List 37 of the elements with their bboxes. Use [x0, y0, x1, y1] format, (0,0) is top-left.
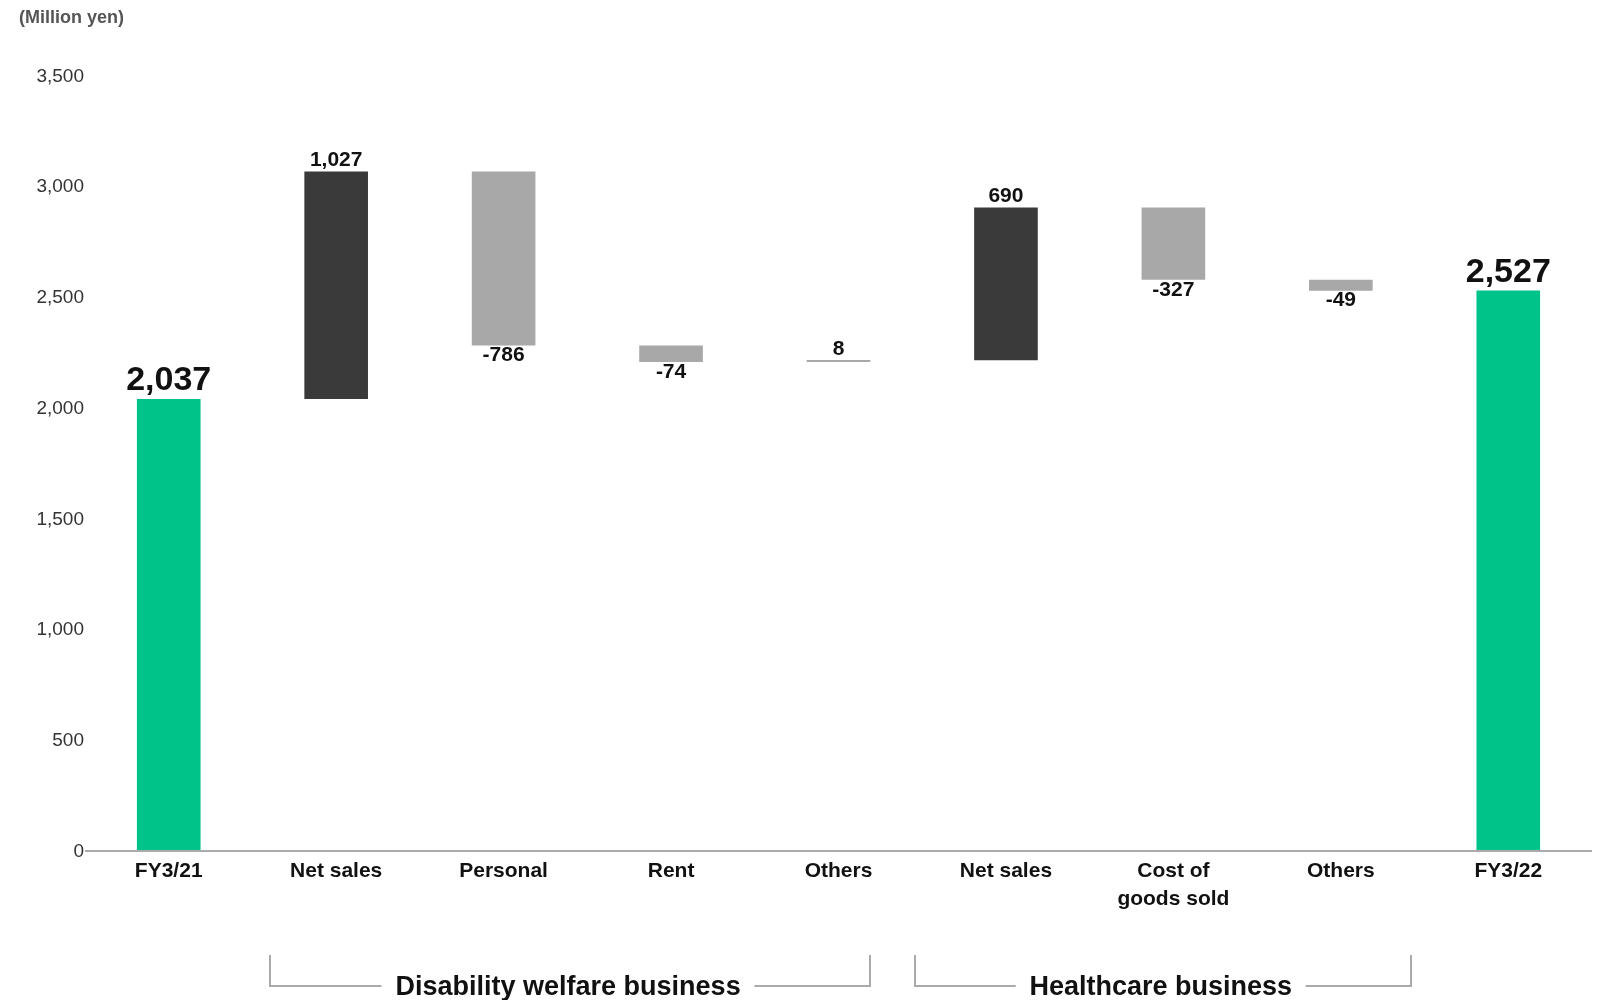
- x-tick-label: FY3/21: [134, 858, 203, 882]
- bar: [1141, 207, 1206, 280]
- bar: [304, 171, 368, 399]
- data-label: -49: [1325, 287, 1357, 311]
- y-tick-label: 2,500: [36, 286, 84, 308]
- y-tick-label: 3,500: [36, 64, 84, 86]
- data-label: 2,527: [1465, 250, 1551, 289]
- data-label: 1,027: [309, 147, 363, 171]
- data-label: -786: [482, 342, 525, 366]
- x-tick-label: FY3/22: [1474, 858, 1543, 882]
- y-tick-label: 3,000: [36, 175, 84, 197]
- bar: [639, 345, 703, 362]
- bar: [1309, 279, 1373, 291]
- text: Healthcare business: [1015, 970, 1307, 1000]
- x-tick-label: Cost of goods sold: [1117, 858, 1230, 909]
- x-tick-label: Net sales: [290, 858, 383, 882]
- y-tick-label: 1,500: [36, 507, 84, 529]
- y-tick-label: 1,000: [36, 618, 84, 640]
- x-tick-label: Others: [1306, 858, 1375, 882]
- x-tick-label: Net sales: [959, 858, 1053, 882]
- bar: [1476, 290, 1541, 850]
- data-label: -327: [1152, 276, 1195, 300]
- x-tick-label: Others: [804, 858, 873, 882]
- text: Disability welfare business: [381, 970, 755, 1000]
- data-label: 8: [832, 335, 845, 359]
- y-tick-label: 0: [73, 839, 84, 861]
- x-tick-label: Rent: [647, 858, 695, 882]
- data-label: -74: [655, 358, 687, 382]
- bar: [471, 171, 536, 346]
- y-tick-label: 500: [52, 728, 84, 750]
- x-tick-label: Personal: [459, 858, 548, 882]
- y-tick-label: 2,000: [36, 396, 84, 418]
- y-axis-title: (Million yen): [19, 7, 124, 27]
- bar: [974, 207, 1038, 361]
- data-label: 690: [988, 183, 1024, 207]
- data-label: 2,037: [126, 359, 212, 398]
- bar: [136, 398, 201, 850]
